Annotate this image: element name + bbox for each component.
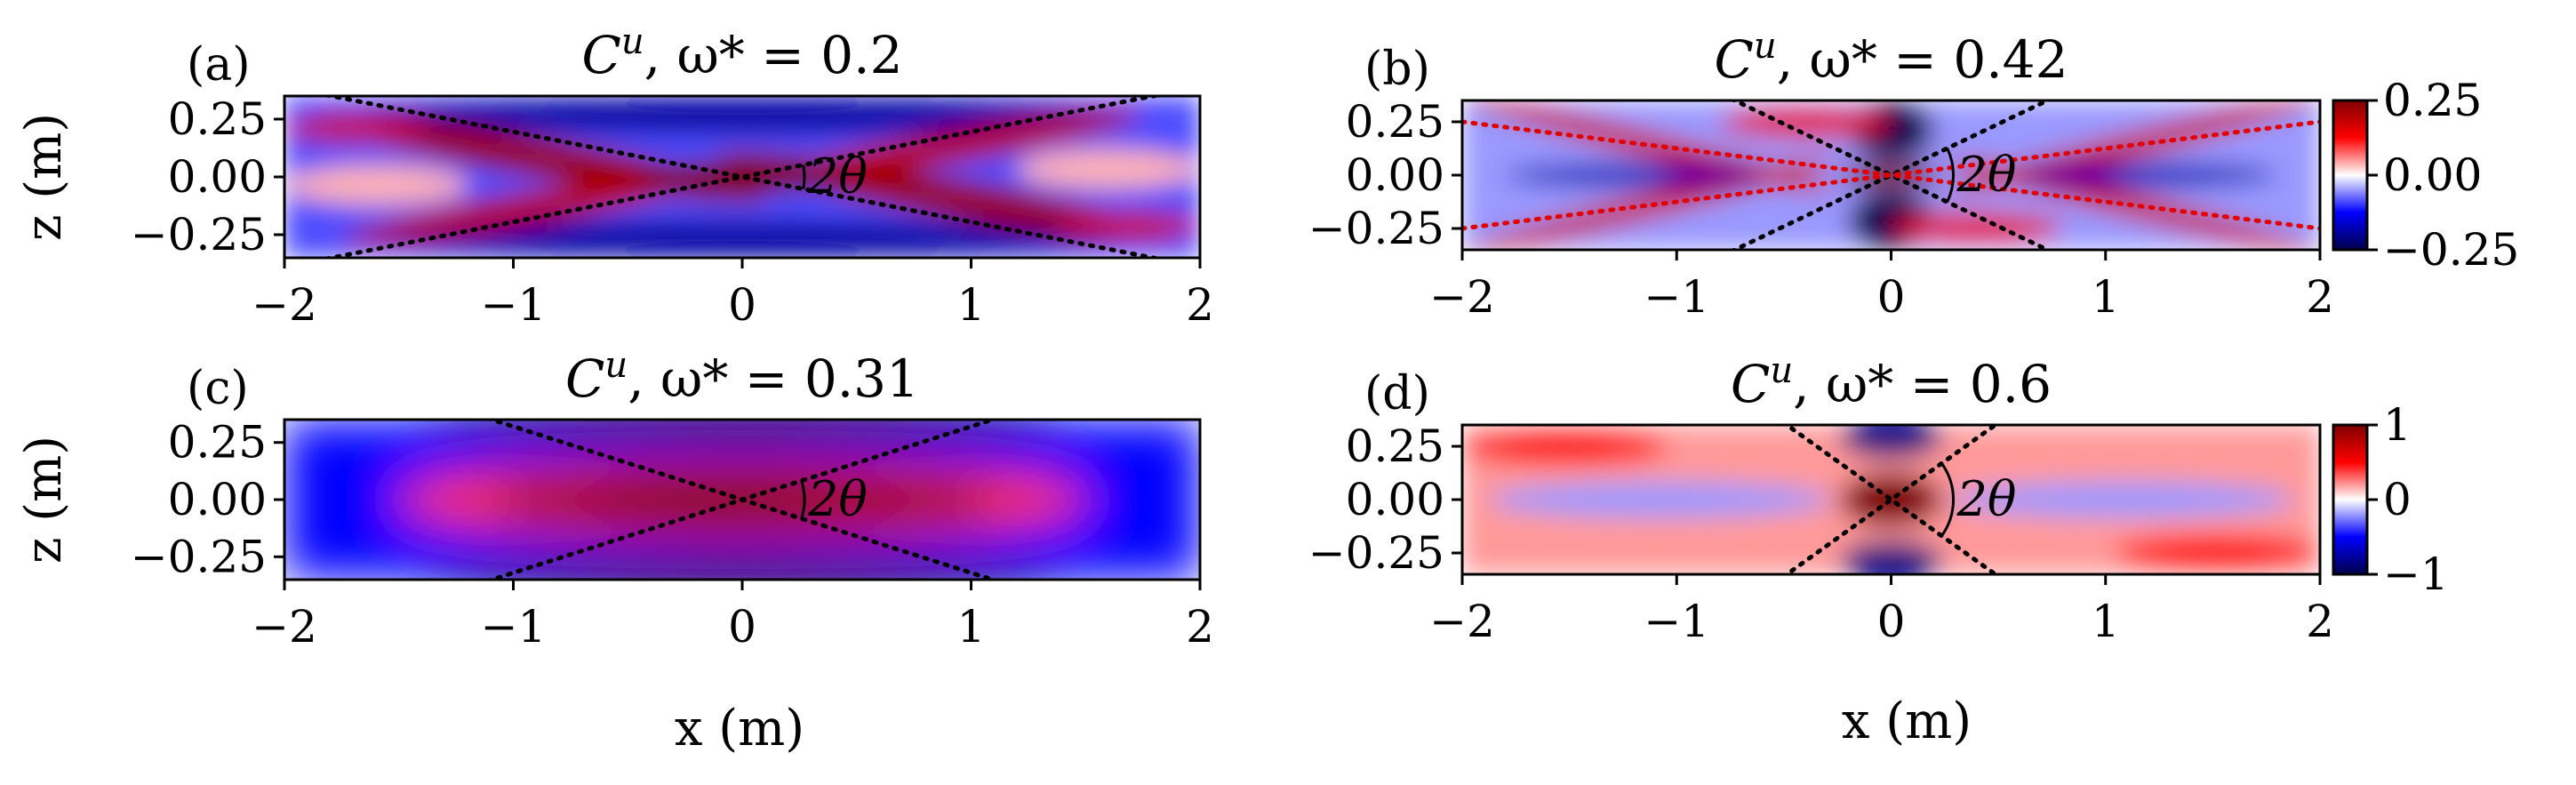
beam-line bbox=[484, 420, 1000, 580]
panel-label: (a) bbox=[187, 38, 251, 92]
x-tick-label: 1 bbox=[2092, 596, 2120, 647]
y-tick-label: 0.00 bbox=[1346, 474, 1444, 525]
colorbar-gradient bbox=[2333, 100, 2367, 250]
panel-title: Cu, ω* = 0.6 bbox=[1731, 350, 2052, 414]
x-axis-label-left: x (m) bbox=[675, 700, 804, 757]
beam-line bbox=[319, 96, 1165, 258]
colorbar-tick-label: 0.25 bbox=[2383, 75, 2482, 126]
y-axis-label: z (m) bbox=[15, 436, 73, 564]
angle-arc bbox=[1940, 462, 1955, 537]
x-tick-label: 2 bbox=[2306, 596, 2334, 647]
y-tick-label: −0.25 bbox=[131, 531, 267, 582]
angle-label: 2θ bbox=[807, 471, 868, 527]
colorbar: 0.25 0.00 −0.25 bbox=[2332, 75, 2519, 276]
panel-title: Cu, ω* = 0.42 bbox=[1715, 26, 2068, 90]
angle-label: 2θ bbox=[807, 148, 868, 204]
colorbar-tick-label: 0 bbox=[2383, 474, 2412, 525]
x-tick-label: −2 bbox=[252, 279, 317, 331]
x-tick-label: 0 bbox=[728, 601, 756, 653]
x-tick-label: 2 bbox=[1186, 601, 1214, 653]
x-tick-label: 2 bbox=[1186, 279, 1214, 331]
x-tick-label: −1 bbox=[481, 279, 547, 331]
y-tick-label: −0.25 bbox=[1308, 527, 1444, 579]
colorbar-tick-label: −0.25 bbox=[2383, 224, 2519, 276]
x-tick-label: 1 bbox=[957, 601, 986, 653]
x-tick-label: 2 bbox=[2306, 271, 2334, 323]
heatmap-field bbox=[284, 420, 1200, 580]
y-tick-label: 0.00 bbox=[168, 151, 267, 203]
panel-title: Cu, ω* = 0.31 bbox=[565, 345, 919, 409]
x-tick-label: 1 bbox=[2092, 271, 2120, 323]
colorbar: 1 0 −1 bbox=[2332, 399, 2449, 600]
y-tick-label: −0.25 bbox=[131, 209, 267, 260]
x-tick-label: 0 bbox=[1877, 271, 1906, 323]
colorbar-tick-label: 1 bbox=[2383, 399, 2412, 451]
beam-line bbox=[319, 96, 1165, 258]
x-tick-label: −2 bbox=[252, 601, 317, 653]
panel-c: 2θ −2 −1 0 1 2 0.250.00 −0.25 Cu, ω* = 0.31 (c) z … bbox=[15, 345, 1214, 653]
panel-d: 2θ −2 −1 0 1 2 0.250.00−0.25 Cu, ω* = 0.6 (d) bbox=[1308, 350, 2334, 647]
panel-b: 2θ −2 −1 0 1 2 0.250.00−0.25 Cu, ω* = 0.42 (b) bbox=[1308, 26, 2334, 323]
angle-arc bbox=[800, 480, 806, 519]
colorbar-gradient bbox=[2333, 425, 2367, 574]
x-tick-label: 0 bbox=[1877, 596, 1906, 647]
panel-title: Cu, ω* = 0.2 bbox=[581, 21, 902, 85]
angle-label: 2θ bbox=[1956, 147, 2017, 203]
x-tick-label: 1 bbox=[957, 279, 986, 331]
colorbar-tick-label: 0.00 bbox=[2383, 149, 2482, 201]
heatmap-field bbox=[1462, 425, 2320, 574]
y-tick-label: 0.25 bbox=[1346, 96, 1444, 148]
colorbar-tick-label: −1 bbox=[2383, 549, 2449, 600]
y-tick-label: 0.00 bbox=[168, 474, 267, 525]
colorbars: 0.25 0.00 −0.250.25 0.00 −0.25 1 0 −1 bbox=[2332, 75, 2519, 600]
y-tick-label: 0.25 bbox=[1346, 421, 1444, 472]
panel-label: (b) bbox=[1364, 43, 1430, 96]
x-tick-label: −2 bbox=[1429, 271, 1495, 323]
x-axis-label-right: x (m) bbox=[1842, 693, 1972, 750]
heatmap-field bbox=[284, 96, 1200, 258]
x-tick-label: −1 bbox=[481, 601, 547, 653]
x-tick-label: −2 bbox=[1429, 596, 1495, 647]
x-tick-label: −1 bbox=[1644, 271, 1709, 323]
x-tick-label: 0 bbox=[728, 279, 756, 331]
panel-label: (d) bbox=[1364, 367, 1430, 421]
heatmap-field bbox=[1462, 100, 2320, 250]
angle-arc bbox=[1946, 148, 1955, 203]
x-tick-label: −1 bbox=[1644, 596, 1709, 647]
angle-label: 2θ bbox=[1956, 471, 2017, 527]
colorbar-tick-label: 0.25 bbox=[2383, 75, 2482, 126]
y-tick-label: 0.25 bbox=[168, 93, 267, 145]
panel-a: 2θ −2 −1 0 1 2 0.25 0.00 −0.25 Cu, ω* = 0.2 (a) z (… bbox=[15, 21, 1214, 331]
y-tick-label: 0.25 bbox=[168, 417, 267, 469]
y-tick-label: −0.25 bbox=[1308, 203, 1444, 254]
y-tick-label: 0.00 bbox=[1346, 149, 1444, 201]
y-axis-label: z (m) bbox=[15, 113, 73, 241]
colorbar-tick-label: −0.25 bbox=[2383, 224, 2519, 276]
panel-label: (c) bbox=[187, 362, 249, 415]
colorbar-tick-label: 0.00 bbox=[2383, 149, 2482, 201]
